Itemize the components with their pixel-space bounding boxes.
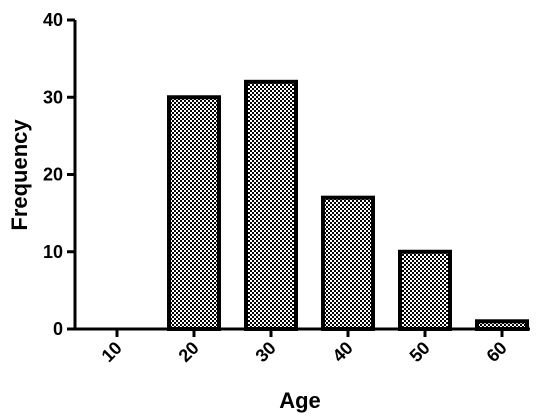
x-tick-label: 30 <box>252 338 280 366</box>
x-tick-label: 10 <box>98 338 126 366</box>
y-tick-label: 20 <box>43 165 63 185</box>
bar-30 <box>244 79 298 331</box>
bar-50 <box>398 249 452 331</box>
x-tick-label: 20 <box>175 338 203 366</box>
y-tick-label: 10 <box>43 242 63 262</box>
x-tick-label: 40 <box>329 338 357 366</box>
y-tick-label: 30 <box>43 87 63 107</box>
y-axis-ticks: 0 10 20 30 40 <box>43 10 75 339</box>
x-tick-label: 50 <box>406 338 434 366</box>
bars <box>167 79 529 331</box>
y-tick-label: 0 <box>53 319 63 339</box>
x-tick-label: 60 <box>483 338 511 366</box>
y-axis-title: Frequency <box>7 119 32 231</box>
y-tick-label: 40 <box>43 10 63 30</box>
bar-40 <box>321 195 375 331</box>
x-axis-title: Age <box>279 388 321 413</box>
x-axis-ticks: 10 20 30 40 50 60 <box>98 329 511 366</box>
bar-20 <box>167 95 221 331</box>
